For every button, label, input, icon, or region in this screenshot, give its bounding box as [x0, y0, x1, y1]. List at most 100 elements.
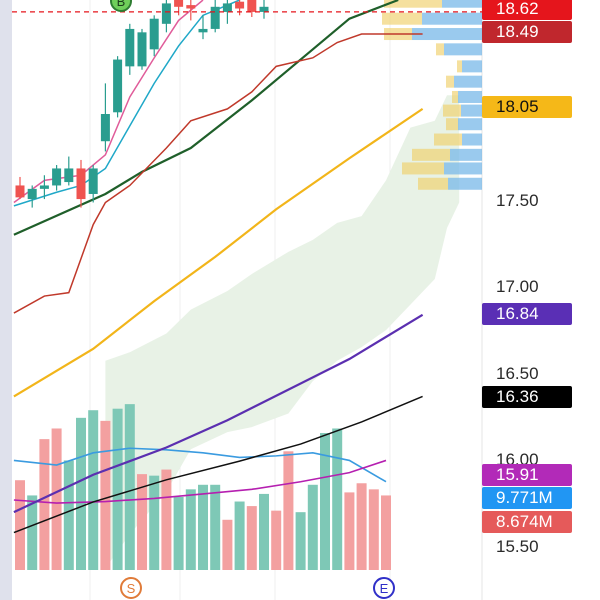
earnings-marker[interactable]: E: [373, 577, 395, 599]
volume-bar: [100, 420, 111, 570]
candle-body: [198, 28, 208, 33]
candle-body: [247, 0, 257, 12]
volume-bar: [320, 433, 330, 570]
price-badge-black-ma: 16.36: [482, 386, 572, 408]
volume-profile-down: [452, 90, 458, 103]
candle-body: [186, 5, 196, 9]
volume-bar: [137, 474, 147, 570]
volume-bar: [344, 492, 355, 570]
candle-body: [27, 188, 37, 200]
volume-bar: [185, 489, 196, 570]
y-tick-label: 16.50: [496, 364, 539, 383]
candle-body: [39, 185, 49, 189]
candle-body: [137, 32, 147, 67]
volume-bar: [76, 417, 86, 570]
volume-profile-down: [434, 133, 462, 146]
candle-body: [149, 18, 159, 50]
moving-average-line: [13, 0, 204, 204]
volume-bar: [112, 408, 123, 570]
volume-profile-down: [446, 118, 458, 131]
volume-profile-down: [436, 43, 444, 56]
volume-profile-down: [402, 162, 444, 175]
candle-body: [222, 3, 232, 12]
volume-profile-up: [444, 162, 482, 175]
volume-profile-up: [448, 177, 482, 190]
volume-profile-down: [443, 104, 461, 117]
price-badge-magenta-ma: 15.91: [482, 464, 572, 486]
volume-profile-up: [462, 60, 482, 73]
volume-bar: [88, 410, 99, 570]
candle-body: [88, 168, 98, 194]
candle-body: [15, 185, 25, 198]
volume-bar: [283, 451, 294, 570]
volume-average-line: [13, 447, 387, 483]
volume-profile-up: [461, 104, 482, 117]
volume-profile-down: [457, 60, 462, 73]
volume-profile-up: [462, 133, 482, 146]
volume-bar: [356, 483, 367, 570]
volume-profile-up: [412, 28, 482, 41]
volume-bar: [15, 480, 25, 570]
volume-bar: [149, 475, 160, 570]
volume-bar: [63, 460, 74, 570]
volume-bar: [27, 495, 38, 570]
volume-bar: [222, 519, 233, 570]
volume-bar: [51, 428, 62, 570]
volume-bar: [210, 484, 221, 570]
volume-bar: [234, 501, 245, 570]
volume-profile-down: [384, 0, 442, 8]
moving-average-line: [13, 0, 240, 207]
volume-badge-current: 8.674M: [482, 511, 572, 533]
volume-profile-up: [458, 90, 482, 103]
volume-bar: [307, 484, 318, 570]
volume-average-line: [13, 459, 387, 504]
volume-bar: [198, 484, 208, 570]
price-badge-yellow-ma: 18.05: [482, 96, 572, 118]
moving-average-line: [13, 313, 424, 514]
volume-profile-down: [418, 177, 448, 190]
volume-bar: [246, 506, 257, 570]
candle-body: [174, 0, 184, 7]
volume-profile-up: [444, 43, 482, 56]
candle-body: [259, 6, 269, 12]
candle-body: [52, 168, 62, 186]
price-badge-baseline: 18.49: [482, 21, 572, 43]
split-marker[interactable]: S: [120, 577, 142, 599]
candle-body: [100, 114, 110, 142]
candle-body: [161, 3, 171, 24]
moving-average-line: [13, 107, 424, 398]
price-badge-last: 18.62: [482, 0, 572, 20]
volume-bar: [161, 469, 172, 570]
volume-bar: [295, 512, 306, 570]
volume-badge-average: 9.771M: [482, 487, 572, 509]
left-panel-edge: [0, 0, 12, 600]
candle-body: [125, 28, 135, 67]
volume-bar: [381, 495, 391, 570]
volume-profile-up: [450, 148, 482, 161]
ichimoku-cloud: [105, 95, 460, 569]
volume-profile-up: [454, 75, 482, 88]
volume-bar: [368, 489, 379, 570]
price-badge-purple-ma: 16.84: [482, 303, 572, 325]
candle-body: [76, 168, 86, 200]
candle-body: [113, 59, 123, 113]
moving-average-line: [13, 395, 423, 534]
volume-bar: [124, 404, 135, 570]
volume-bar: [39, 439, 50, 570]
y-tick-label: 17.00: [496, 277, 539, 296]
candle-body: [235, 1, 245, 9]
moving-average-line: [13, 0, 399, 236]
candle-body: [64, 168, 74, 183]
volume-profile-up: [442, 0, 482, 8]
moving-average-line: [13, 33, 423, 314]
volume-profile-up: [458, 118, 482, 131]
y-tick-label: 15.50: [496, 537, 539, 556]
volume-profile-down: [382, 12, 422, 25]
volume-bar: [271, 510, 282, 570]
volume-bar: [173, 496, 184, 570]
plot-area: [13, 0, 482, 600]
volume-profile-down: [446, 75, 454, 88]
volume-bar: [332, 428, 343, 570]
